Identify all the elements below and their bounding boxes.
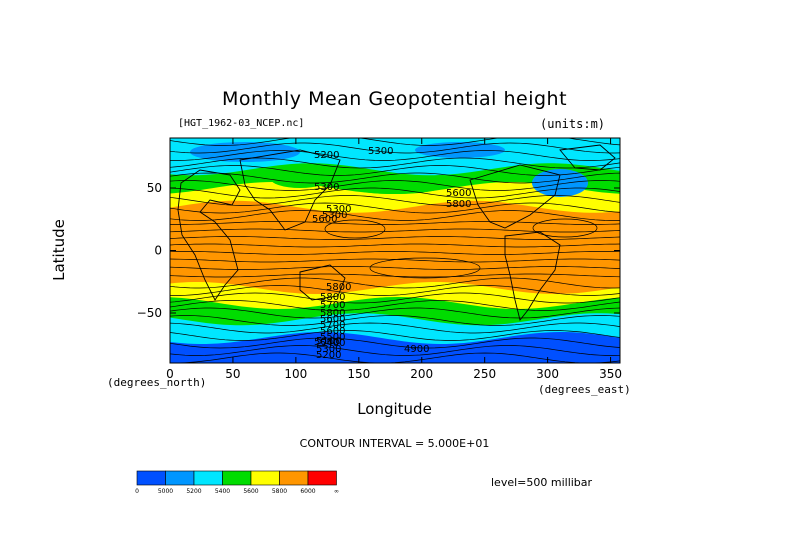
contour-label: 5700 (320, 300, 345, 311)
continent-outline-5 (559, 144, 616, 171)
contour-label: 5800 (446, 199, 471, 210)
colorbar-swatch (307, 470, 337, 486)
low-patch-3 (415, 142, 505, 158)
contour-line (170, 243, 620, 248)
contour-label: 5300 (326, 204, 351, 215)
colorbar-swatch (222, 470, 252, 486)
contour-line (170, 180, 620, 191)
colorbar-tick-label: 5800 (272, 488, 287, 495)
contour-label: 4900 (404, 344, 429, 355)
contour-interval-label: CONTOUR INTERVAL = 5.000E+01 (299, 437, 490, 450)
colorbar-swatch (250, 470, 280, 486)
colorbar-tick-label: 6000 (300, 488, 315, 495)
colorbar-swatch (193, 470, 223, 486)
x-axis-label: Longitude (357, 400, 432, 418)
continent-outline-3 (469, 164, 561, 229)
contour-label: 5600 (320, 326, 345, 337)
continent-outline-4 (504, 231, 561, 321)
contour-label: 5800 (326, 282, 351, 293)
contour-line (170, 228, 620, 233)
contour-line (170, 292, 620, 304)
contour-line (170, 345, 620, 356)
contour-label: 5500 (320, 332, 345, 343)
level-label: level=500 millibar (491, 476, 593, 489)
continent-outline-0 (177, 169, 241, 301)
x-tick-label: 0 (166, 367, 174, 381)
file-label: [HGT_1962-03_NCEP.nc] (178, 118, 305, 129)
contour-label: 5200 (314, 150, 339, 161)
contour-label: 5300 (314, 182, 339, 193)
colorbar-tick-label: 5000 (158, 488, 173, 495)
contour-label: 5000 (314, 337, 339, 348)
contour-line (170, 300, 620, 311)
contour-label: 5300 (316, 344, 341, 355)
y-unit-label: (degrees_north) (107, 376, 207, 389)
x-unit-label: (degrees_east) (538, 383, 631, 396)
x-tick-label: 50 (225, 367, 240, 381)
y-tick-label: −50 (137, 306, 162, 320)
contour-line (170, 337, 620, 349)
contour-label: 5300 (322, 210, 347, 221)
contour-line (532, 218, 598, 238)
colorbar-swatch (279, 470, 309, 486)
contour-label: 5600 (446, 188, 471, 199)
contour-line (170, 157, 620, 169)
contour-label: 5800 (320, 308, 345, 319)
x-tick-label: 300 (536, 367, 559, 381)
contour-label: 5700 (320, 320, 345, 331)
contour-line (324, 219, 386, 239)
colorbar-tick-label: ∞ (334, 488, 339, 495)
continent-outline-1 (239, 149, 341, 231)
contour-line (170, 330, 620, 341)
contour-label: 5100 (316, 336, 341, 347)
colorbar-tick-label: 5200 (186, 488, 201, 495)
x-tick-label: 150 (347, 367, 370, 381)
contour-line (170, 236, 620, 240)
x-tick-label: 350 (599, 367, 622, 381)
contour-line (170, 165, 620, 176)
colorbar-swatch (165, 470, 195, 486)
x-tick-label: 100 (284, 367, 307, 381)
chart-title: Monthly Mean Geopotential height (221, 88, 568, 110)
x-tick-label: 200 (410, 367, 433, 381)
contour-line (170, 251, 620, 255)
contour-label: 5600 (312, 214, 337, 225)
contour-line (170, 150, 620, 161)
mid-patch-2 (345, 176, 445, 194)
colorbar-swatch (136, 470, 166, 486)
contour-line (170, 142, 620, 154)
contour-line (170, 266, 620, 270)
contour-line (170, 195, 620, 206)
contour-line (170, 172, 620, 184)
y-tick-label: 50 (147, 181, 162, 195)
contour-label: 5400 (320, 338, 345, 349)
contour-line (170, 315, 620, 326)
contour-label: 5200 (316, 350, 341, 361)
contour-line (170, 307, 620, 319)
y-tick-label: 0 (154, 244, 162, 258)
band-7 (170, 332, 620, 363)
contour-label: 5800 (320, 292, 345, 303)
contour-line (170, 210, 620, 221)
colorbar-tick-label: 5400 (215, 488, 230, 495)
contour-line (170, 322, 620, 334)
continent-outline-2 (299, 264, 346, 301)
contour-line (170, 277, 620, 289)
contour-label: 5600 (320, 314, 345, 325)
plot-area: 5200 530053005300530056005800560058005800… (170, 138, 620, 363)
contour-label: 5300 (368, 146, 393, 157)
colorbar-tick-label: 5600 (243, 488, 258, 495)
contour-line (170, 187, 620, 199)
units-label: (units:m) (540, 117, 606, 131)
x-tick-label: 250 (473, 367, 496, 381)
contour-line (170, 285, 620, 296)
contour-line (170, 138, 620, 146)
contour-line (369, 257, 481, 279)
colorbar-tick-label: 0 (135, 488, 139, 495)
contour-line (170, 221, 620, 225)
